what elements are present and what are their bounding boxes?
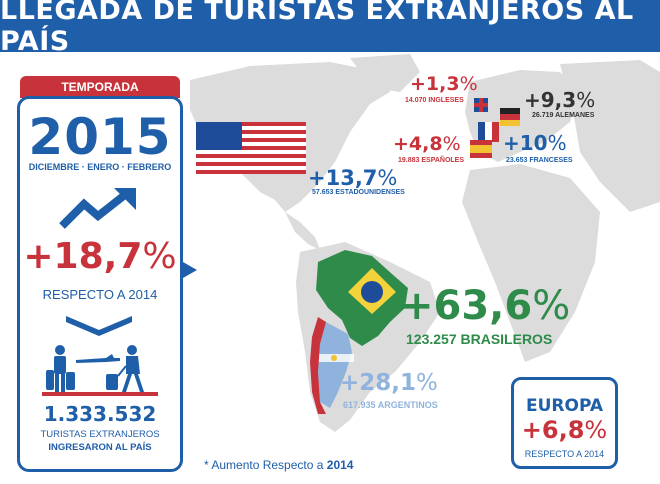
argentina-growth-value: +28,1 — [340, 370, 417, 396]
central-america-shape — [285, 212, 320, 250]
europe-title: EUROPA — [525, 396, 603, 416]
europe-growth-value: +6,8 — [521, 416, 585, 444]
germany-growth: +9,3% — [524, 88, 595, 112]
usa-growth-value: +13,7 — [308, 166, 378, 190]
argentina-flag-sun — [331, 355, 337, 361]
uk-visitors: 14.070 INGLESES — [405, 97, 464, 104]
footnote: * Aumento Respecto a 2014 — [204, 458, 353, 472]
africa-shape — [462, 164, 600, 362]
chile-shape — [310, 317, 326, 414]
france-flag — [478, 122, 499, 142]
spain-flag — [470, 140, 492, 158]
germany-visitors: 26.719 ALEMANES — [532, 112, 595, 119]
tourists-count: 1.333.532 — [43, 402, 157, 426]
usa-growth: +13,7% — [308, 166, 397, 190]
percent-symbol: % — [377, 166, 398, 190]
brazil-growth: +63,6% — [400, 283, 570, 329]
greenland-shape — [350, 54, 420, 92]
europe-panel — [511, 377, 618, 469]
brazil-flag-globe — [361, 281, 383, 303]
season-tab: TEMPORADA — [20, 76, 180, 98]
percent-symbol: % — [416, 370, 438, 396]
brazil-growth-value: +63,6 — [400, 283, 533, 329]
percent-symbol: % — [576, 88, 596, 112]
argentina-growth: +28,1% — [340, 370, 438, 396]
total-growth-value: +18,7 — [23, 236, 143, 277]
percent-symbol: % — [547, 131, 567, 155]
total-growth: +18,7% — [17, 236, 183, 277]
tourists-label-1: TURISTAS EXTRANJEROS — [40, 429, 160, 440]
france-growth-value: +10 — [503, 131, 548, 155]
percent-symbol: % — [142, 236, 177, 277]
germany-growth-value: +9,3 — [524, 88, 577, 112]
uk-flag — [474, 98, 488, 112]
footnote-prefix: * Aumento Respecto a — [204, 458, 324, 472]
france-growth: +10% — [503, 131, 567, 155]
argentina-visitors: 617.935 ARGENTINOS — [343, 400, 438, 410]
spain-growth-value: +4,8 — [393, 133, 443, 155]
footnote-year: 2014 — [326, 458, 354, 472]
percent-symbol: % — [459, 73, 478, 95]
brazil-visitors: 123.257 BRASILEROS — [406, 331, 553, 347]
usa-flag — [196, 122, 306, 174]
percent-symbol: % — [442, 133, 461, 155]
season-year: 2015 — [28, 108, 172, 166]
page-title: LLEGADA DE TURISTAS EXTRANJEROS AL PAÍS — [0, 0, 660, 57]
usa-visitors: 57.653 ESTADOUNIDENSES — [312, 189, 405, 196]
spain-growth: +4,8% — [393, 133, 461, 155]
germany-flag — [500, 108, 520, 126]
percent-symbol: % — [532, 283, 571, 329]
chevron-down-icon — [66, 316, 132, 336]
travelers-icon — [42, 345, 158, 396]
europe-growth: +6,8% — [511, 416, 618, 444]
argentina-shape — [318, 322, 352, 408]
season-months: DICIEMBRE · ENERO · FEBRERO — [28, 162, 172, 172]
europe-respecto: RESPECTO A 2014 — [524, 449, 605, 459]
percent-symbol: % — [584, 416, 608, 444]
uk-growth: +1,3% — [410, 73, 478, 95]
world-map-svg — [190, 54, 660, 432]
tourists-label-2: INGRESARON AL PAÍS — [48, 442, 152, 453]
spain-visitors: 19.883 ESPAÑOLES — [398, 157, 465, 164]
respecto-label: RESPECTO A 2014 — [42, 287, 158, 302]
growth-arrow-icon — [59, 188, 136, 229]
uk-growth-value: +1,3 — [410, 73, 460, 95]
france-visitors: 23.653 FRANCESES — [506, 157, 573, 164]
asia-shape — [560, 60, 660, 212]
season-panel — [17, 96, 183, 472]
pointer-arrow-icon — [183, 262, 197, 278]
